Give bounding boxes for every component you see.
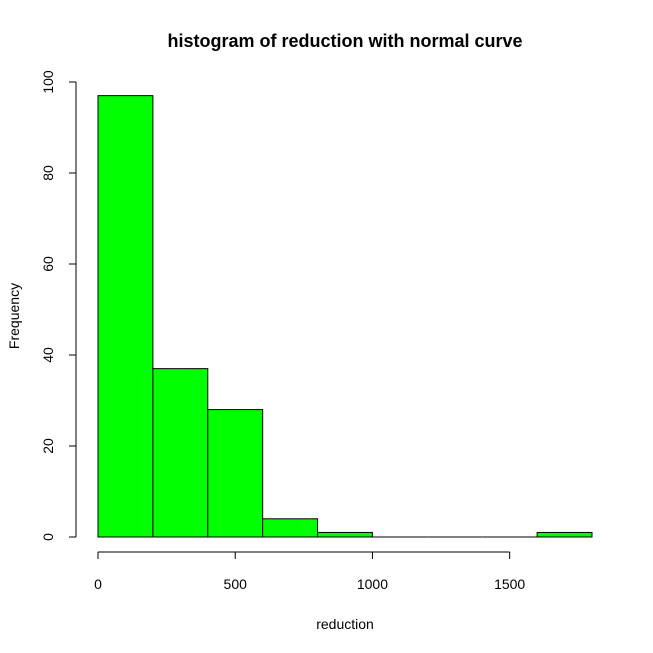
y-tick-label: 20 [40,438,56,454]
histogram-bar [262,518,319,538]
x-axis: 0 500 1000 1500 [94,551,525,592]
y-axis-label: Frequency [6,283,22,349]
x-tick-label: 1500 [494,576,525,592]
y-tick-label: 100 [40,70,56,94]
y-axis: 0 20 40 60 80 100 [40,70,77,541]
y-tick-label: 80 [40,165,56,181]
chart-title: histogram of reduction with normal curve [167,31,522,51]
histogram-bar [207,409,264,538]
y-tick-label: 0 [40,533,56,541]
bars-group [97,95,593,538]
x-tick-label: 500 [224,576,248,592]
x-tick-label: 1000 [357,576,388,592]
y-tick-label: 60 [40,256,56,272]
histogram-bar [317,531,373,538]
x-axis-label: reduction [316,616,374,632]
y-tick-label: 40 [40,347,56,363]
x-tick-label: 0 [94,576,102,592]
histogram-bar [536,531,593,538]
histogram-bar [97,95,154,538]
histogram-bar [152,368,209,538]
